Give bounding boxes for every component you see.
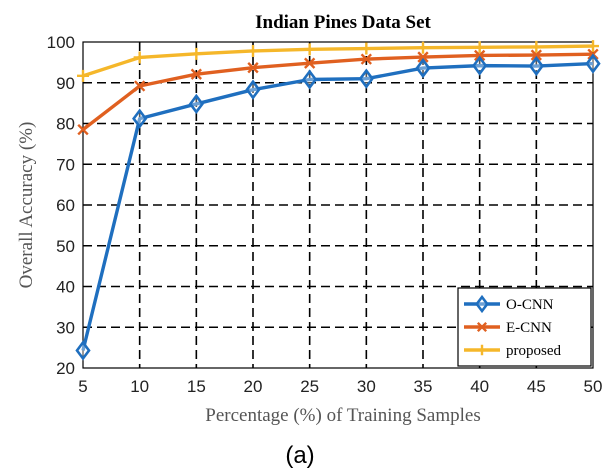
legend-marker-e-cnn	[476, 321, 488, 333]
data-point-e-cnn	[417, 51, 429, 63]
legend-marker-proposed	[476, 344, 488, 356]
legend-label-e-cnn: E-CNN	[506, 320, 552, 336]
data-point-o-cnn	[528, 55, 544, 77]
legend: O-CNN E-CNN proposed	[457, 287, 592, 367]
data-point-e-cnn	[474, 49, 486, 62]
figure-caption: (a)	[285, 442, 314, 469]
y-tick-label: 90	[56, 74, 75, 93]
data-point-o-cnn	[75, 340, 91, 361]
x-tick-label: 30	[357, 377, 376, 396]
y-tick-label: 40	[56, 278, 75, 297]
data-point-e-cnn	[247, 62, 259, 74]
y-axis-label: Overall Accuracy (%)	[16, 122, 37, 289]
data-point-proposed	[473, 41, 486, 54]
data-point-e-cnn	[360, 53, 372, 65]
data-point-o-cnn	[415, 57, 431, 79]
plot-frame	[82, 41, 594, 369]
data-point-o-cnn	[132, 108, 148, 129]
data-point-e-cnn	[190, 68, 202, 80]
tick-labels: 5 10 15 20 25 30 35 40 45 50 20 30 40 50 60 70 80 90 100	[47, 33, 602, 396]
x-tick-label: 35	[414, 377, 433, 396]
data-point-o-cnn	[245, 79, 261, 100]
data-point-proposed	[77, 69, 89, 82]
data-point-o-cnn	[585, 53, 601, 74]
y-tick-label: 100	[47, 33, 75, 52]
series-line-o-cnn	[81, 61, 594, 351]
series-line-e-cnn	[81, 52, 594, 131]
data-point-proposed	[530, 40, 543, 53]
data-point-o-cnn	[302, 69, 318, 90]
x-axis-label: Percentage (%) of Training Samples	[205, 405, 480, 426]
legend-label-proposed: proposed	[506, 343, 561, 359]
x-tick-label: 50	[584, 377, 602, 396]
legend-marker-o-cnn	[475, 294, 489, 314]
data-point-proposed	[360, 42, 373, 55]
y-tick-label: 50	[56, 237, 75, 256]
data-point-e-cnn	[304, 57, 316, 69]
y-tick-label: 80	[56, 115, 75, 134]
data-point-proposed	[303, 43, 316, 56]
x-tick-label: 25	[300, 377, 319, 396]
data-point-e-cnn	[77, 123, 89, 136]
data-point-proposed	[247, 44, 259, 57]
x-tick-label: 45	[527, 377, 546, 396]
data-point-proposed	[587, 40, 599, 53]
data-point-proposed	[417, 41, 429, 54]
y-tick-label: 30	[56, 318, 75, 337]
x-tick-label: 5	[78, 377, 87, 396]
series-line-proposed	[82, 44, 594, 78]
y-tick-label: 70	[56, 155, 75, 174]
data-point-e-cnn	[530, 49, 542, 61]
legend-label-o-cnn: O-CNN	[506, 297, 554, 313]
data-point-proposed	[190, 47, 203, 60]
x-tick-label: 20	[244, 377, 263, 396]
data-point-o-cnn	[472, 55, 488, 76]
series-layer	[75, 40, 601, 361]
data-point-e-cnn	[134, 80, 146, 92]
x-tick-label: 40	[470, 377, 489, 396]
chart-title: Indian Pines Data Set	[255, 12, 431, 33]
data-point-o-cnn	[188, 93, 204, 115]
data-point-proposed	[133, 51, 146, 64]
data-point-o-cnn	[358, 68, 374, 89]
y-tick-label: 20	[56, 359, 75, 378]
y-tick-label: 60	[56, 196, 75, 215]
x-tick-label: 10	[130, 377, 149, 396]
x-tick-label: 15	[187, 377, 206, 396]
